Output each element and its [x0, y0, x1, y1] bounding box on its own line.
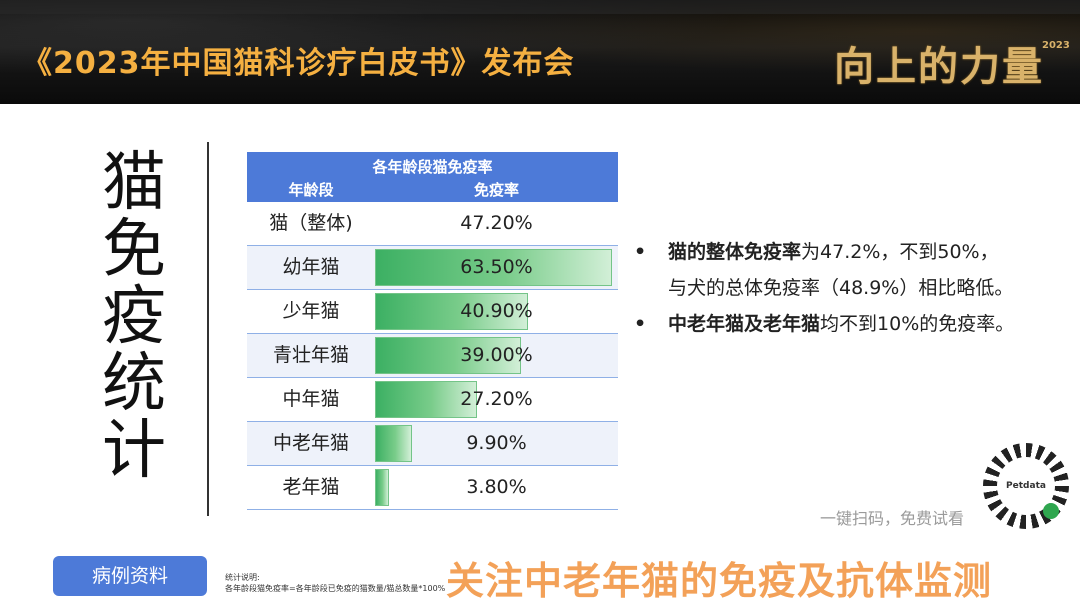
table-row: 少年猫 40.90% [247, 290, 618, 334]
table-row: 中年猫 27.20% [247, 378, 618, 422]
finding-1-text: 为47.2%，不到50%， [801, 241, 999, 263]
immunization-table: 各年龄段猫免疫率 年龄段 免疫率 猫（整体) 47.20% 幼年猫 63.50% 少年猫… [247, 152, 618, 514]
notes-title: 统计说明: [225, 573, 260, 582]
rate-bar [375, 425, 412, 462]
slogan-logo: 向上的力量 [834, 44, 1044, 90]
finding-1: • 猫的整体免疫率为47.2%，不到50%， [634, 234, 1074, 270]
rate-value-cell: 39.00% [460, 344, 533, 366]
finding-2-bold: 中老年猫及老年猫 [668, 313, 821, 335]
event-title: 《2023年中国猫科诊疗白皮书》发布会 [22, 46, 575, 81]
table-row: 青壮年猫 39.00% [247, 334, 618, 378]
age-group-cell: 老年猫 [282, 476, 340, 498]
finding-1-continuation: 与犬的总体免疫率（48.9%）相比略低。 [668, 277, 1014, 299]
header-glow [0, 0, 1080, 104]
qr-code-icon[interactable]: Petdata [983, 443, 1069, 529]
finding-1-bold: 猫的整体免疫率 [668, 241, 802, 263]
rate-bar [375, 293, 528, 330]
side-title: 猫免疫统计 [102, 146, 166, 488]
column-header-rate: 免疫率 [473, 181, 519, 199]
column-header-age: 年龄段 [288, 181, 334, 199]
header-top-strip [0, 0, 1080, 14]
notes-body: 各年龄段猫免疫率=各年龄段已免疫的猫数量/猫总数量*100% [225, 584, 446, 593]
scan-prompt: 一键扫码，免费试看 [820, 509, 965, 528]
bullet-dot-icon: • [634, 313, 647, 335]
finding-1-line2: 与犬的总体免疫率（48.9%）相比略低。 [634, 270, 1074, 306]
rate-bar [375, 469, 389, 506]
rate-value-cell: 9.90% [466, 432, 527, 454]
table-header: 各年龄段猫免疫率 年龄段 免疫率 [247, 152, 618, 202]
slogan-year: 2023 [1042, 40, 1070, 51]
age-group-cell: 猫（整体) [269, 212, 353, 234]
age-group-cell: 青壮年猫 [272, 344, 349, 366]
age-group-cell: 中老年猫 [272, 432, 349, 454]
finding-2: • 中老年猫及老年猫均不到10%的免疫率。 [634, 306, 1074, 342]
rate-bar [375, 337, 521, 374]
table-row: 猫（整体) 47.20% [247, 202, 618, 246]
case-data-button[interactable]: 病例资料 [53, 556, 207, 596]
finding-2-text: 均不到10%的免疫率。 [820, 313, 1015, 335]
rate-bar [375, 249, 612, 286]
statistics-notes: 统计说明: 各年龄段猫免疫率=各年龄段已免疫的猫数量/猫总数量*100% [225, 572, 445, 594]
rate-value-cell: 63.50% [460, 256, 533, 278]
key-findings: • 猫的整体免疫率为47.2%，不到50%， 与犬的总体免疫率（48.9%）相比… [634, 234, 1074, 342]
age-group-cell: 少年猫 [282, 300, 340, 322]
age-group-cell: 中年猫 [282, 388, 340, 410]
header-banner: 《2023年中国猫科诊疗白皮书》发布会 向上的力量 2023 [0, 0, 1080, 104]
mini-program-badge-icon [1043, 503, 1059, 519]
rate-value-cell: 40.90% [460, 300, 533, 322]
rate-value-cell: 47.20% [460, 212, 533, 234]
bullet-dot-icon: • [634, 241, 647, 263]
rate-value-cell: 27.20% [460, 388, 533, 410]
footer-headline: 关注中老年猫的免疫及抗体监测 [446, 559, 993, 603]
table-row: 老年猫 3.80% [247, 466, 618, 510]
rate-value-cell: 3.80% [466, 476, 527, 498]
table-row: 中老年猫 9.90% [247, 422, 618, 466]
table-caption: 各年龄段猫免疫率 [372, 158, 493, 176]
table-row: 幼年猫 63.50% [247, 246, 618, 290]
age-group-cell: 幼年猫 [282, 256, 340, 278]
rate-bar [375, 381, 477, 418]
vertical-divider [207, 142, 209, 516]
